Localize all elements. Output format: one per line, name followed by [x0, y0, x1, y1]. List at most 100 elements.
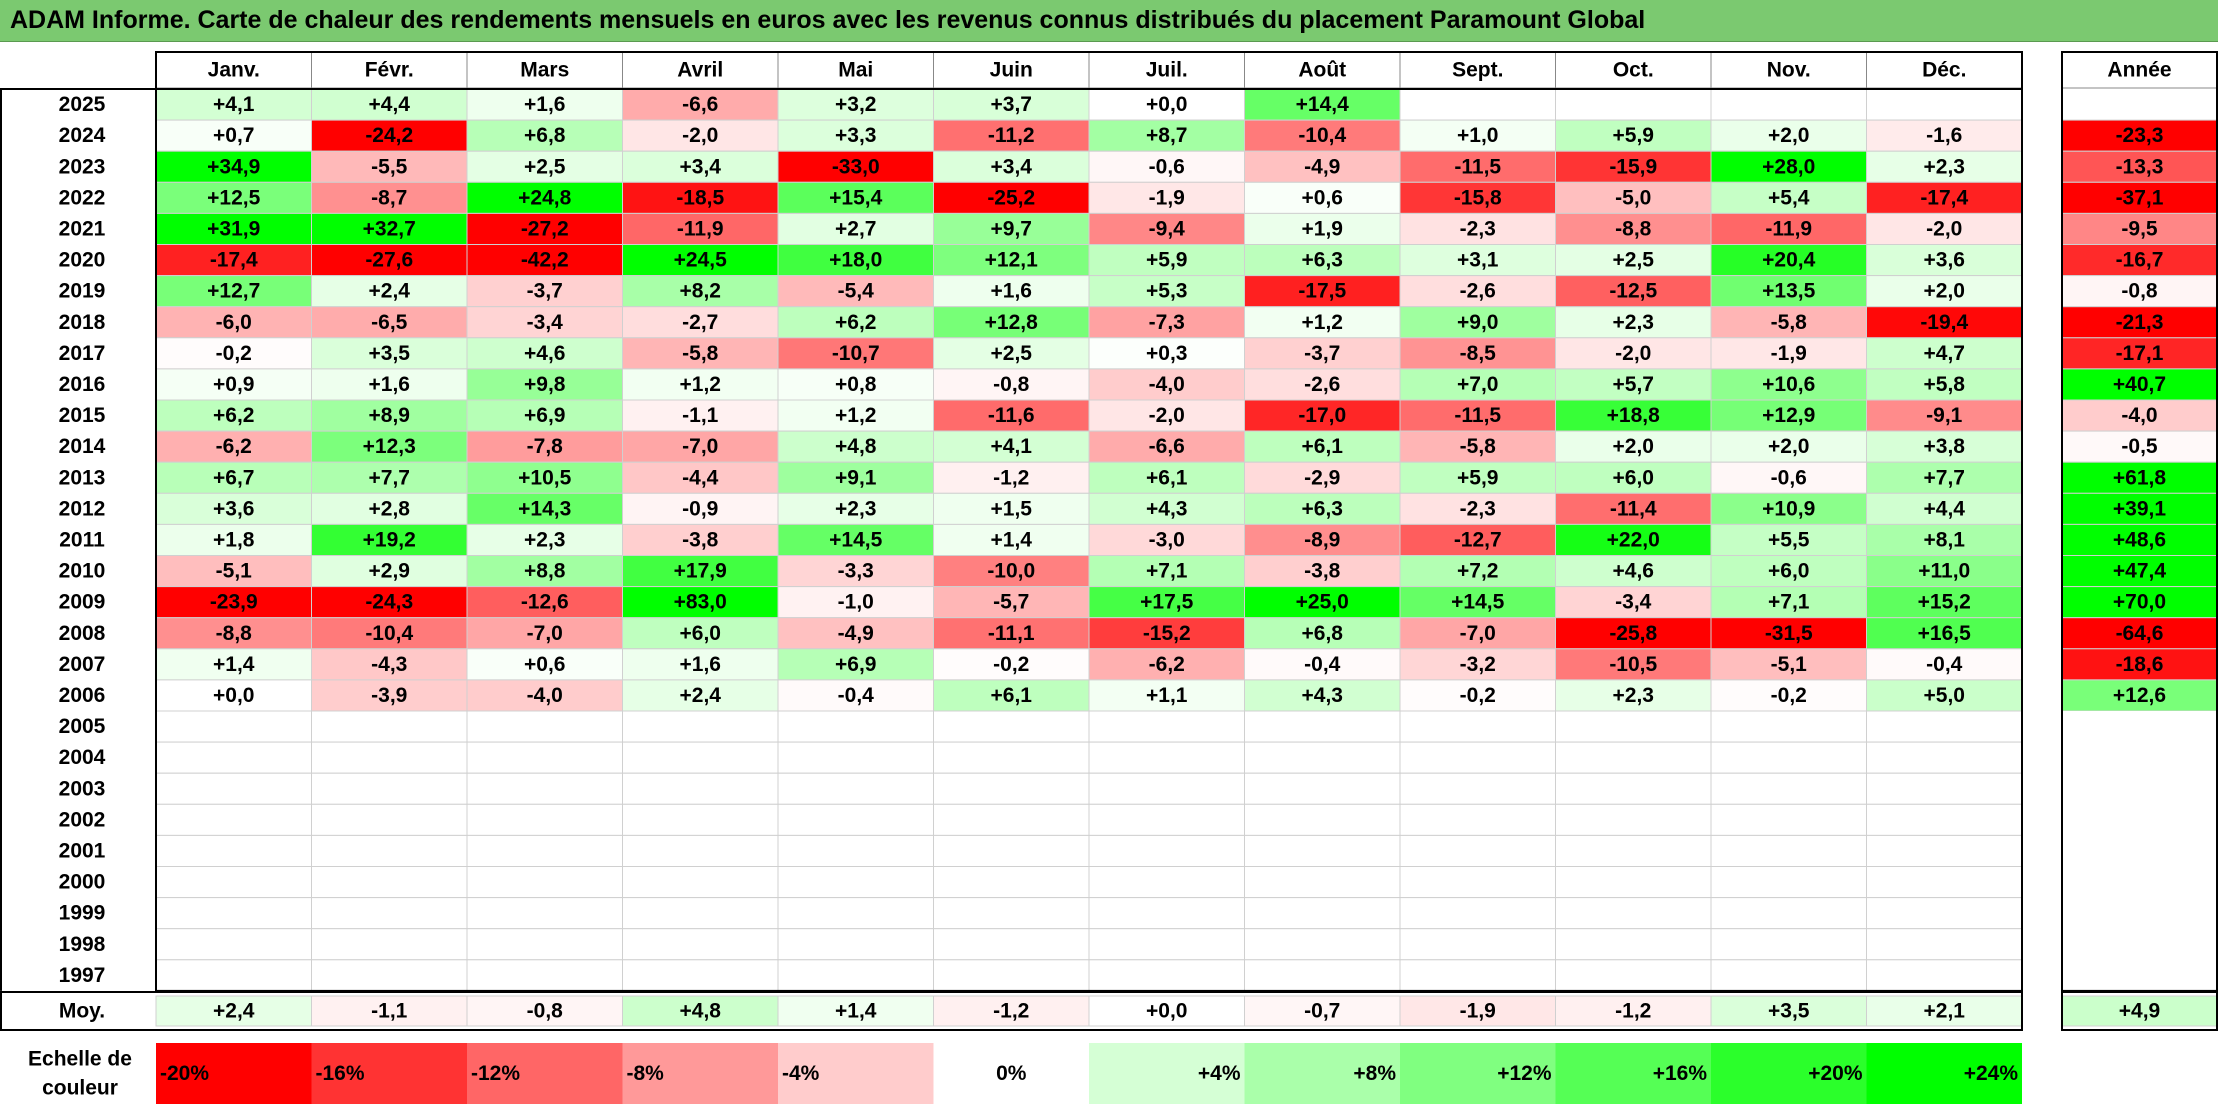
- heat-cell-value: +5,8: [1924, 373, 1966, 396]
- heat-cell: [1710, 866, 1867, 899]
- heat-cell: [155, 928, 312, 961]
- annual-cell-value: -18,6: [2116, 653, 2164, 676]
- heat-cell-value: -0,6: [1149, 155, 1185, 178]
- heat-cell: [1555, 212, 1712, 245]
- heat-cell: [155, 212, 312, 245]
- heat-cell: [311, 679, 468, 712]
- heat-cell: [1399, 88, 1556, 121]
- heat-cell: [311, 741, 468, 774]
- heat-cell-value: +10,5: [518, 466, 571, 489]
- heat-cell: [933, 803, 1090, 836]
- heat-cell-value: -18,5: [676, 186, 724, 209]
- average-annual-cell: [2061, 995, 2218, 1027]
- annual-cell-value: +70,0: [2113, 591, 2166, 614]
- heat-cell: [1866, 834, 2023, 868]
- heat-cell-value: -2,0: [682, 124, 718, 147]
- row-year-label: 1999: [59, 902, 106, 925]
- heat-cell-value: -0,9: [682, 497, 718, 520]
- heat-cell-value: -1,9: [1771, 342, 1807, 365]
- heat-cell: [311, 866, 468, 899]
- heat-cell-value: +2,5: [1613, 249, 1655, 272]
- row-year-label: 2009: [59, 591, 106, 614]
- heat-cell: [622, 368, 779, 401]
- heat-cell: [155, 741, 312, 774]
- heat-cell: [155, 772, 312, 805]
- heat-cell: [1710, 897, 1867, 930]
- heat-cell: [1088, 523, 1245, 556]
- heat-cell-value: -0,4: [1304, 653, 1341, 676]
- heat-cell: [933, 119, 1090, 152]
- heat-cell-value: +32,7: [363, 217, 416, 240]
- row-year-label: 2005: [59, 715, 106, 738]
- heat-cell-value: +25,0: [1296, 591, 1349, 614]
- heat-cell: [622, 306, 779, 339]
- heat-cell: [466, 306, 623, 339]
- heat-cell: [1088, 772, 1245, 805]
- heat-cell: [1399, 866, 1556, 899]
- heat-cell: [1555, 928, 1712, 961]
- heat-cell-value: +14,5: [829, 528, 882, 551]
- heat-cell-value: -6,2: [216, 435, 252, 458]
- heat-cell: [1866, 772, 2023, 805]
- heat-cell: [777, 959, 934, 992]
- heat-cell: [622, 648, 779, 681]
- heat-cell: [1244, 337, 1401, 370]
- heat-cell-value: +9,8: [524, 373, 566, 396]
- heat-cell: [1710, 772, 1867, 805]
- heat-cell: [933, 212, 1090, 245]
- average-cell-value: +3,5: [1768, 1000, 1810, 1023]
- heat-cell: [1866, 244, 2023, 277]
- heat-cell: [1088, 88, 1245, 121]
- heat-cell-value: +5,9: [1146, 249, 1187, 272]
- heat-cell: [466, 150, 623, 183]
- heat-cell-value: +2,7: [835, 217, 876, 240]
- average-annual-value: +4,9: [2119, 1000, 2160, 1023]
- heat-cell: [933, 959, 1090, 992]
- heat-cell: [933, 244, 1090, 277]
- heat-cell-value: +7,0: [1457, 373, 1498, 396]
- heat-cell-value: +8,7: [1146, 124, 1187, 147]
- heat-cell: [1244, 244, 1401, 277]
- annual-cell: [2062, 897, 2217, 929]
- heat-cell: [1399, 741, 1556, 774]
- heat-cell-value: +6,8: [524, 124, 566, 147]
- heat-cell-value: -2,0: [1926, 217, 1962, 240]
- month-header-cell: [1244, 51, 1401, 89]
- heat-cell: [777, 492, 934, 525]
- color-scale-step-label: +24%: [1964, 1062, 2019, 1085]
- heat-cell-value: +5,3: [1146, 280, 1187, 303]
- heat-cell-value: -3,4: [527, 311, 564, 334]
- heat-cell-value: -5,1: [216, 560, 253, 583]
- heat-cell: [777, 897, 934, 930]
- heat-cell: [933, 772, 1090, 805]
- heat-cell: [1555, 866, 1712, 899]
- color-scale-swatch: [311, 1043, 467, 1104]
- row-year-label: 2022: [59, 186, 106, 209]
- heat-cell-value: -2,0: [1615, 342, 1651, 365]
- heat-cell-value: -25,2: [987, 186, 1035, 209]
- color-scale-step-label: -20%: [160, 1062, 209, 1085]
- heat-cell: [1710, 150, 1867, 183]
- heat-cell: [1399, 523, 1556, 556]
- heat-cell: [1399, 897, 1556, 930]
- heat-cell: [155, 586, 312, 619]
- heat-cell: [622, 741, 779, 774]
- heat-cell-value: +24,8: [518, 186, 571, 209]
- month-grid-border: [155, 51, 2023, 992]
- heat-cell-value: +34,9: [207, 155, 260, 178]
- heat-cell: [311, 181, 468, 214]
- heat-cell-value: +2,3: [1613, 684, 1654, 707]
- month-header-label: Juin: [990, 59, 1033, 82]
- heat-cell-value: -5,7: [993, 591, 1029, 614]
- heat-cell-value: +3,5: [369, 342, 411, 365]
- average-cell: [311, 995, 468, 1027]
- heat-cell: [1710, 399, 1867, 432]
- heat-cell: [466, 959, 623, 992]
- heat-cell: [622, 928, 779, 961]
- heat-cell-value: -12,7: [1454, 528, 1502, 551]
- heat-cell: [1244, 679, 1401, 712]
- annual-cell-value: -0,5: [2121, 435, 2158, 458]
- month-header-label: Sept.: [1452, 59, 1503, 82]
- heat-cell: [1088, 368, 1245, 401]
- heat-cell: [1555, 586, 1712, 619]
